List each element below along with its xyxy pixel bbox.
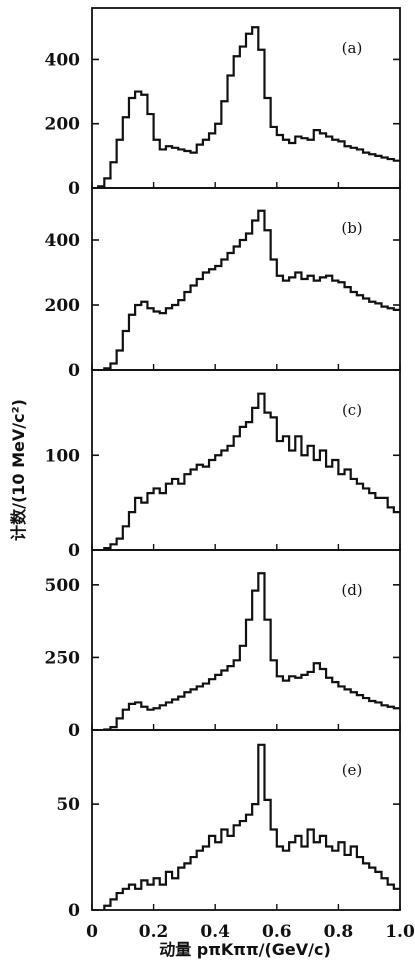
x-tick-label: 0 [86, 922, 98, 942]
x-tick-label: 0.2 [139, 922, 169, 942]
y-tick-label: 500 [45, 576, 81, 596]
panel-label: (e) [342, 761, 363, 779]
y-tick-label: 0 [68, 541, 80, 561]
panel-label: (c) [342, 401, 362, 419]
histogram-series [103, 743, 400, 910]
panel-e: 0 50 (e) [56, 729, 401, 921]
panel-label: (a) [342, 39, 363, 57]
panel-d: 0 250 500 (d) [45, 549, 401, 741]
plot-frame [91, 369, 401, 551]
x-tick-label: 1.0 [385, 922, 415, 942]
panel-a: 0 200 400 (a) [45, 7, 401, 199]
plot-frame [91, 729, 401, 911]
y-tick-label: 200 [45, 115, 81, 135]
y-tick-label: 0 [68, 179, 80, 199]
panel-label: (b) [341, 219, 362, 237]
x-tick-label: 0.8 [324, 922, 354, 942]
y-tick-label: 250 [45, 648, 81, 668]
y-tick-label: 400 [45, 231, 81, 251]
histogram-series [103, 572, 400, 731]
y-tick-label: 200 [45, 296, 81, 316]
x-tick-label: 0.4 [200, 922, 230, 942]
y-tick-label: 50 [56, 795, 80, 815]
x-axis-title: 动量 pπKππ/(GeV/c) [159, 940, 331, 959]
x-tick-label: 0.6 [262, 922, 292, 942]
panel-label: (d) [341, 581, 362, 599]
y-axis-title: 计数/(10 MeV/c²) [9, 399, 28, 541]
plot-frame [91, 187, 401, 371]
y-tick-label: 100 [45, 446, 81, 466]
panels: 0 200 400 (a) 0 200 400 (b) 0 100 (c) 0 250 500 (d) 0 50… [45, 7, 401, 921]
histogram-series [97, 26, 400, 188]
y-tick-label: 0 [68, 361, 80, 381]
y-tick-label: 0 [68, 901, 80, 921]
histogram-series [103, 209, 400, 370]
y-tick-label: 0 [68, 721, 80, 741]
histogram-series [103, 392, 400, 550]
panel-b: 0 200 400 (b) [45, 187, 401, 381]
y-tick-label: 400 [45, 50, 81, 70]
panel-c: 0 100 (c) [45, 369, 401, 561]
x-axis-ticks: 0 0.2 0.4 0.6 0.8 1.0 [86, 922, 415, 942]
